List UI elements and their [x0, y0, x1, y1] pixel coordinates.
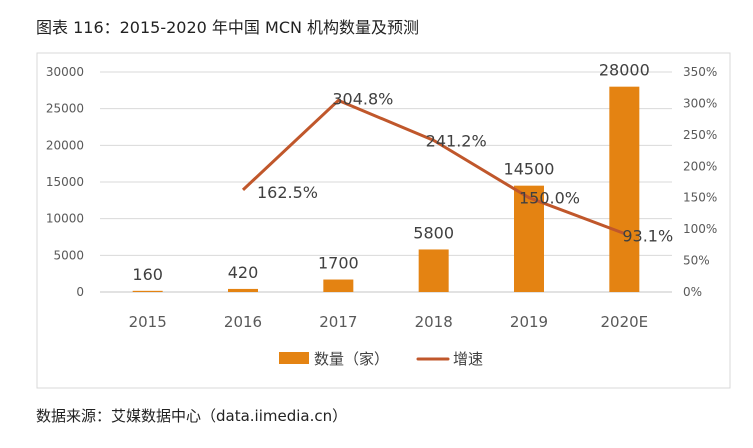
left-tick-label: 20000 [46, 138, 84, 152]
bar-data-label: 5800 [413, 223, 454, 242]
bar [228, 288, 258, 292]
category-label: 2018 [415, 313, 453, 331]
left-tick-label: 25000 [46, 102, 84, 116]
right-tick-label: 250% [683, 128, 717, 142]
bar [609, 86, 640, 293]
bar [418, 249, 449, 292]
legend-line-label: 增速 [453, 350, 483, 368]
chart-frame [36, 52, 731, 389]
right-tick-label: 200% [683, 159, 717, 173]
legend-bar-label: 数量（家） [314, 350, 389, 368]
bar-data-label: 420 [228, 263, 259, 282]
chart-title: 图表 116：2015-2020 年中国 MCN 机构数量及预测 [36, 18, 420, 37]
bar-data-label: 160 [132, 265, 163, 284]
growth-line [241, 98, 625, 235]
right-tick-label: 150% [683, 191, 717, 205]
left-tick-label: 30000 [46, 65, 84, 79]
category-label: 2015 [129, 313, 167, 331]
right-tick-label: 100% [683, 222, 717, 236]
category-label: 2019 [510, 313, 548, 331]
bar [323, 279, 354, 292]
category-label: 2020E [601, 313, 649, 331]
bar [514, 185, 544, 292]
right-tick-label: 350% [683, 65, 717, 79]
line-data-label: 162.5% [257, 183, 318, 202]
right-tick-label: 0% [683, 285, 702, 299]
bar-data-label: 28000 [599, 61, 650, 80]
left-tick-label: 10000 [46, 212, 84, 226]
left-tick-label: 5000 [53, 248, 84, 262]
line-data-label: 93.1% [622, 226, 673, 245]
line-data-label: 150.0% [519, 189, 580, 208]
category-label: 2017 [319, 313, 357, 331]
bar-data-label: 1700 [318, 254, 359, 273]
bar-data-label: 14500 [504, 160, 555, 179]
right-tick-label: 50% [683, 254, 710, 268]
legend-bar-swatch [279, 352, 309, 364]
left-tick-label: 15000 [46, 175, 84, 189]
line-data-label: 241.2% [426, 131, 487, 150]
right-tick-label: 300% [683, 96, 717, 110]
source-note: 数据来源：艾媒数据中心（data.iimedia.cn） [36, 407, 348, 425]
left-tick-label: 0 [76, 285, 84, 299]
line-data-label: 304.8% [332, 89, 393, 108]
category-label: 2016 [224, 313, 262, 331]
bar [132, 290, 163, 292]
